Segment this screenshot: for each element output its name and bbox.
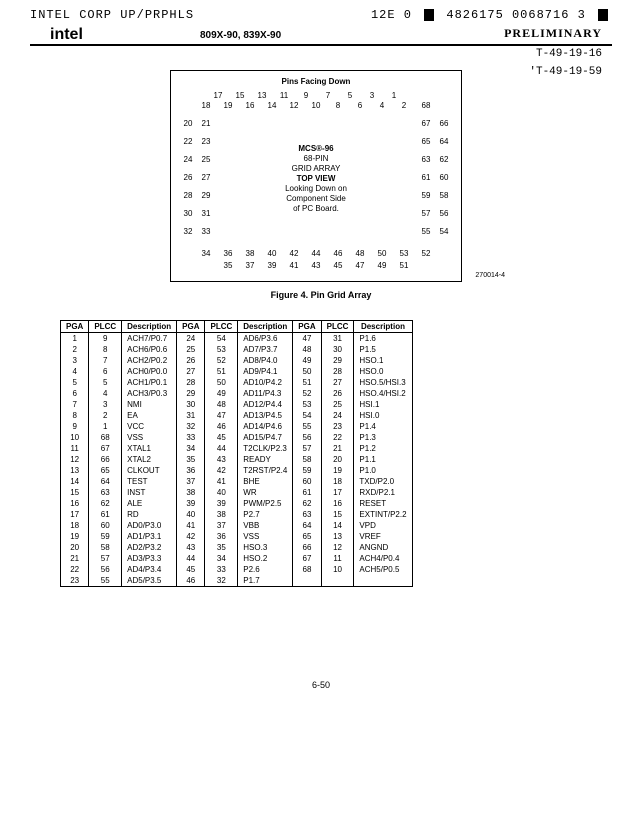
table-col-header: PLCC [321, 321, 354, 333]
table-row: 73NMI3048AD12/P4.45325HSI.1 [61, 399, 413, 410]
table-row: 1860AD0/P3.04137VBB6414VPD [61, 520, 413, 531]
table-row: 19ACH7/P0.72454AD6/P3.64731P1.6 [61, 333, 413, 345]
table-row: 2157AD3/P3.34434HSO.26711ACH4/P0.4 [61, 553, 413, 564]
page: { "header":{ "corp":"INTEL CORP UP/PRPHL… [0, 0, 642, 829]
table-row: 1563INST3840WR6117RXD/P2.1 [61, 487, 413, 498]
block-mark [598, 9, 608, 21]
preliminary-label: PRELIMINARY [504, 26, 602, 41]
table-row: 1167XTAL13444T2CLK/P2.35721P1.2 [61, 443, 413, 454]
doc-code: 12E 0 4826175 0068716 3 [371, 8, 612, 22]
pins-facing-label: Pins Facing Down [171, 77, 461, 86]
table-row: 1662ALE3939PWM/P2.56216RESET [61, 498, 413, 509]
table-row: 1464TEST3741BHE6018TXD/P2.0 [61, 476, 413, 487]
table-col-header: Description [122, 321, 177, 333]
table-row: 2355AD5/P3.54632P1.7 [61, 575, 413, 587]
table-col-header: PGA [61, 321, 89, 333]
table-row: 1266XTAL23543READY5820P1.1 [61, 454, 413, 465]
table-row: 1068VSS3345AD15/P4.75622P1.3 [61, 432, 413, 443]
t-code-2: 'T-49-19-59 [529, 66, 602, 78]
header-rule [30, 44, 612, 46]
table-body: 19ACH7/P0.72454AD6/P3.64731P1.628ACH6/P0… [61, 333, 413, 587]
header: INTEL CORP UP/PRPHLS 12E 0 4826175 00687… [30, 8, 612, 22]
table-header-row: PGAPLCCDescriptionPGAPLCCDescriptionPGAP… [61, 321, 413, 333]
pg-ref: 270014-4 [475, 272, 505, 279]
table-row: 64ACH3/P0.32949AD11/P4.35226HSO.4/HSI.2 [61, 388, 413, 399]
block-mark [424, 9, 434, 21]
table-col-header: Description [238, 321, 293, 333]
corp-name: INTEL CORP UP/PRPHLS [30, 8, 194, 22]
table-row: 1761RD4038P2.76315EXTINT/P2.2 [61, 509, 413, 520]
page-number: 6-50 [0, 680, 642, 690]
table-row: 2256AD4/P3.44533P2.66810ACH5/P0.5 [61, 564, 413, 575]
table-col-header: PLCC [205, 321, 238, 333]
pin-grid-diagram: Pins Facing Down 17151311975311819161412… [170, 70, 462, 282]
table-row: 28ACH6/P0.62553AD7/P3.74830P1.5 [61, 344, 413, 355]
table-col-header: PLCC [89, 321, 122, 333]
table-row: 46ACH0/P0.02751AD9/P4.15028HSO.0 [61, 366, 413, 377]
table-row: 1959AD1/P3.14236VSS6513VREF [61, 531, 413, 542]
table-row: 37ACH2/P0.22652AD8/P4.04929HSO.1 [61, 355, 413, 366]
pin-table: PGAPLCCDescriptionPGAPLCCDescriptionPGAP… [60, 320, 413, 587]
table-row: 1365CLKOUT3642T2RST/P2.45919P1.0 [61, 465, 413, 476]
t-code-1: T-49-19-16 [536, 48, 602, 60]
pg-center-text: MCS®-9668-PINGRID ARRAYTOP VIEWLooking D… [261, 143, 371, 214]
table-row: 82EA3147AD13/P4.55424HSI.0 [61, 410, 413, 421]
table-col-header: PGA [293, 321, 321, 333]
table-row: 55ACH1/P0.12850AD10/P4.25127HSO.5/HSI.3 [61, 377, 413, 388]
figure-caption: Figure 4. Pin Grid Array [0, 290, 642, 300]
table-row: 2058AD2/P3.24335HSO.36612ANGND [61, 542, 413, 553]
table-row: 91VCC3246AD14/P4.65523P1.4 [61, 421, 413, 432]
table-col-header: PGA [177, 321, 205, 333]
part-numbers: 809X-90, 839X-90 [200, 30, 281, 41]
table-col-header: Description [354, 321, 412, 333]
